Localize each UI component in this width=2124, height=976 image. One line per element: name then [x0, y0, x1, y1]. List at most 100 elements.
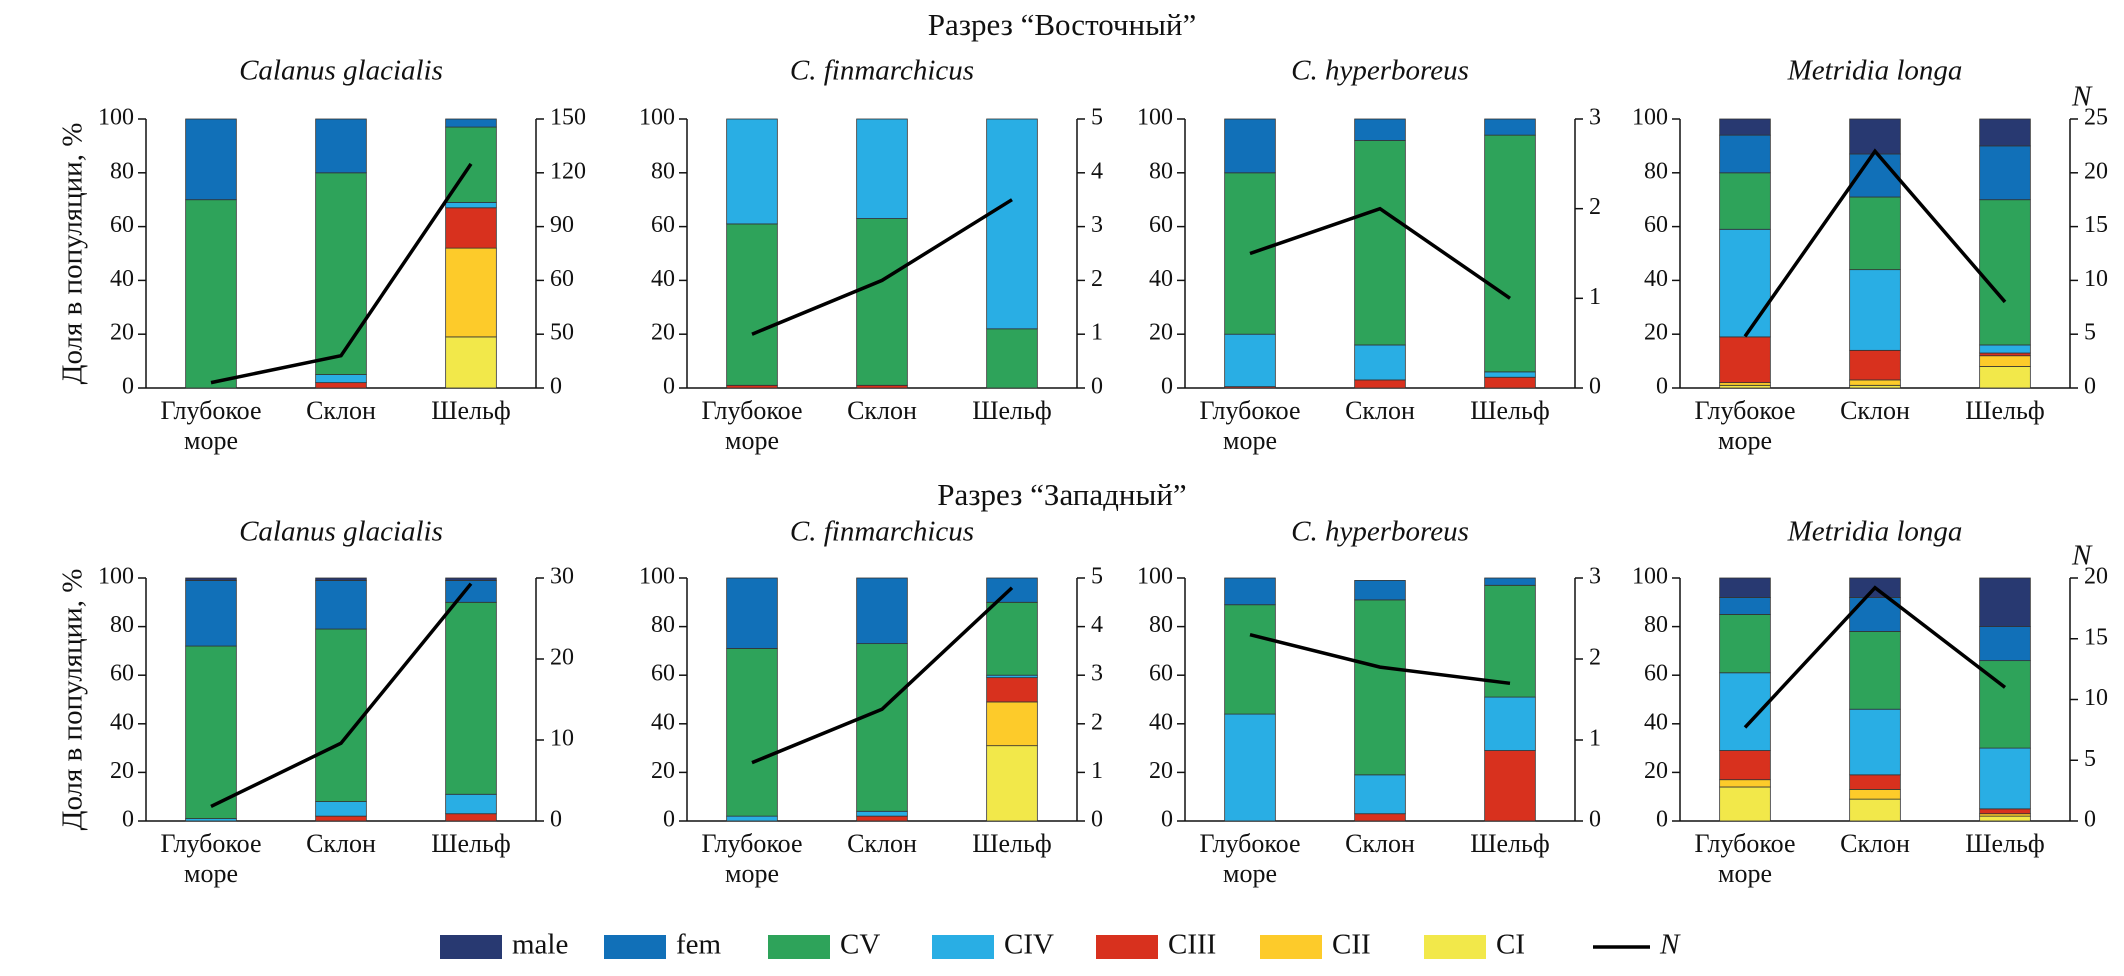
y-tick-label: 80: [1149, 158, 1173, 184]
bar-segment: [1354, 813, 1406, 822]
bar-segment: [445, 207, 497, 249]
bar-segment: [1979, 199, 2031, 346]
y2-tick-label: 2: [1091, 709, 1103, 735]
bar-segment: [856, 815, 908, 822]
legend-label: CIV: [1004, 929, 1054, 961]
y-tick-label: 40: [651, 709, 675, 735]
section-title: Разрез “Западный”: [937, 477, 1186, 512]
x-tick-label: Шельф: [972, 396, 1052, 425]
bar-segment: [1484, 577, 1536, 586]
bar-segment: [1354, 118, 1406, 141]
legend-swatch: [1260, 935, 1322, 959]
y2-tick-label: 15: [2084, 624, 2108, 650]
x-tick-label: Глубокое море: [1199, 829, 1301, 888]
bar-segment: [986, 745, 1038, 822]
bar-segment: [1849, 196, 1901, 271]
y2-tick-label: 120: [550, 158, 586, 184]
y-tick-label: 0: [122, 374, 134, 400]
bar-segment: [1224, 333, 1276, 388]
bar-segment: [1354, 379, 1406, 389]
y2-tick-label: 3: [1091, 212, 1103, 238]
x-tick-label: Глубокое море: [1199, 396, 1301, 455]
bar-segment: [185, 199, 237, 389]
y2-axis-label: N: [2071, 540, 2093, 572]
bar-segment: [445, 577, 497, 581]
x-tick-label: Шельф: [972, 829, 1052, 858]
bar-segment: [445, 247, 497, 338]
x-tick-label: Склон: [306, 829, 376, 858]
x-tick-label: Шельф: [431, 829, 511, 858]
x-tick-label: Склон: [1345, 829, 1415, 858]
y-tick-label: 100: [98, 564, 134, 590]
bar-segment: [315, 172, 367, 375]
y-tick-label: 40: [110, 266, 134, 292]
y2-axis-label: N: [2071, 81, 2093, 113]
y-tick-label: 0: [1161, 807, 1173, 833]
y-tick-label: 100: [1632, 564, 1668, 590]
y-tick-label: 80: [651, 612, 675, 638]
bar-segment: [185, 577, 237, 581]
y2-tick-label: 0: [2084, 374, 2096, 400]
bar-segment: [726, 815, 778, 822]
bar-segment: [1719, 779, 1771, 788]
x-tick-label: Глубокое море: [160, 396, 262, 455]
bar-segment: [1719, 786, 1771, 822]
line-series: [1743, 585, 2007, 729]
y-tick-label: 20: [1149, 320, 1173, 346]
bar-segment: [1979, 815, 2031, 822]
bar-segment: [315, 815, 367, 822]
legend-swatch: [932, 935, 994, 959]
bar-segment: [1224, 118, 1276, 174]
y-tick-label: 60: [1149, 661, 1173, 687]
section-title: Разрез “Восточный”: [928, 7, 1197, 42]
bar-segment: [1979, 344, 2031, 354]
y-tick-label: 20: [1149, 758, 1173, 784]
y-tick-label: 40: [651, 266, 675, 292]
subplot-title: C. hyperboreus: [1291, 516, 1469, 548]
bar-segment: [1224, 577, 1276, 606]
y2-tick-label: 10: [2084, 685, 2108, 711]
bar-segment: [1484, 371, 1536, 378]
y-tick-label: 0: [1161, 374, 1173, 400]
y-tick-label: 80: [1149, 612, 1173, 638]
bar-segment: [1979, 626, 2031, 662]
line-series: [751, 586, 1014, 765]
legend-label: CI: [1496, 929, 1525, 961]
bar-segment: [1849, 379, 1901, 386]
y-tick-label: 40: [1644, 266, 1668, 292]
y2-tick-label: 5: [2084, 746, 2096, 772]
subplot-title: Calanus glacialis: [239, 516, 443, 548]
bar-segment: [1849, 708, 1901, 776]
subplot-title: C. hyperboreus: [1291, 55, 1469, 87]
y2-tick-label: 20: [550, 645, 574, 671]
y-tick-label: 20: [110, 320, 134, 346]
y-tick-label: 40: [1149, 709, 1173, 735]
bar-segment: [986, 577, 1038, 603]
y-tick-label: 80: [1644, 158, 1668, 184]
y2-tick-label: 15: [2084, 212, 2108, 238]
bar-segment: [1849, 269, 1901, 351]
bar-segment: [445, 601, 497, 795]
legend-label: CV: [840, 929, 880, 961]
bar-segment: [1849, 597, 1901, 632]
y-tick-label: 60: [1149, 212, 1173, 238]
x-tick-label: Склон: [847, 396, 917, 425]
bar-segment: [315, 382, 367, 389]
y-tick-label: 60: [110, 212, 134, 238]
legend-swatch: [604, 935, 666, 959]
y-tick-label: 80: [651, 158, 675, 184]
line-series: [1743, 148, 2007, 338]
y-tick-label: 100: [1137, 564, 1173, 590]
bar-segment: [986, 328, 1038, 389]
y2-tick-label: 30: [550, 564, 574, 590]
bar-segment: [726, 577, 778, 649]
y2-tick-label: 25: [2084, 105, 2108, 131]
bar-segment: [1849, 631, 1901, 710]
y-tick-label: 0: [663, 374, 675, 400]
bar-segment: [1719, 597, 1771, 615]
y-tick-label: 100: [1632, 105, 1668, 131]
y-tick-label: 40: [110, 709, 134, 735]
y2-tick-label: 150: [550, 105, 586, 131]
y2-tick-label: 5: [1091, 105, 1103, 131]
